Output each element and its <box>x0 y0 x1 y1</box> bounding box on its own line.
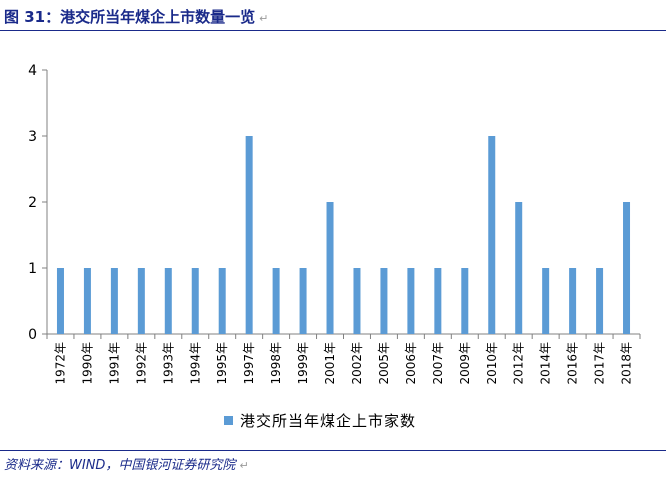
x-tick-label: 2006年 <box>404 342 418 385</box>
x-tick-label: 1972年 <box>53 342 67 385</box>
bar-2016年 <box>569 268 577 334</box>
x-tick-label: 2009年 <box>458 342 472 385</box>
bar-1991年 <box>110 268 118 334</box>
x-tick-label: 2014年 <box>539 342 553 385</box>
figure-title-text: 图 31：港交所当年煤企上市数量一览 <box>4 8 256 26</box>
x-tick-label: 2012年 <box>512 342 526 385</box>
x-tick-label: 1994年 <box>188 342 202 385</box>
x-tick-label: 1993年 <box>161 342 175 385</box>
legend: 港交所当年煤企上市家数 <box>224 412 416 430</box>
legend-label: 港交所当年煤企上市家数 <box>240 412 416 430</box>
x-tick-label: 1998年 <box>269 342 283 385</box>
bar-1993年 <box>164 268 172 334</box>
y-tick-label: 1 <box>28 261 37 277</box>
x-tick-label: 1990年 <box>80 342 94 385</box>
x-tick-label: 1997年 <box>242 342 256 385</box>
bar-2002年 <box>353 268 361 334</box>
bar-2001年 <box>326 202 334 334</box>
source-rule <box>0 450 666 451</box>
bar-1994年 <box>191 268 199 334</box>
bar-2017年 <box>596 268 604 334</box>
y-tick-label: 3 <box>28 129 37 145</box>
x-tick-label: 2007年 <box>431 342 445 385</box>
bar-1972年 <box>56 268 64 334</box>
x-tick-label: 2016年 <box>566 342 580 385</box>
x-tick-label: 2018年 <box>620 342 634 385</box>
legend-swatch <box>224 416 233 425</box>
title-rule <box>0 30 666 31</box>
bar-1995年 <box>218 268 226 334</box>
bar-2009年 <box>461 268 469 334</box>
x-tick-label: 2005年 <box>377 342 391 385</box>
source-note: 资料来源：WIND，中国银河证券研究院 ↵ <box>4 454 249 473</box>
x-tick-label: 2001年 <box>323 342 337 385</box>
bar-1997年 <box>245 136 253 334</box>
y-tick-label: 0 <box>28 327 37 343</box>
x-tick-label: 1992年 <box>134 342 148 385</box>
bar-1992年 <box>137 268 145 334</box>
bar-2005年 <box>380 268 388 334</box>
x-tick-label: 1999年 <box>296 342 310 385</box>
bar-2014年 <box>542 268 550 334</box>
x-tick-label: 2002年 <box>350 342 364 385</box>
bar-1998年 <box>272 268 280 334</box>
bar-1999年 <box>299 268 307 334</box>
paragraph-mark-icon: ↵ <box>259 12 269 25</box>
bar-2012年 <box>515 202 523 334</box>
figure-title: 图 31：港交所当年煤企上市数量一览 ↵ <box>4 6 268 30</box>
x-tick-label: 1991年 <box>107 342 121 385</box>
plot-area: 0 1 2 3 4 1972年 1990年 1991年 1992年 1993年 1994年 1995年… <box>28 63 641 385</box>
paragraph-mark-icon: ↵ <box>239 459 249 472</box>
y-tick-label: 2 <box>28 195 37 211</box>
x-tick-label: 2010年 <box>485 342 499 385</box>
x-tick-label: 2017年 <box>593 342 607 385</box>
source-text: 资料来源：WIND，中国银河证券研究院 <box>4 458 236 473</box>
bar-1990年 <box>83 268 91 334</box>
bar-2018年 <box>623 202 631 334</box>
y-tick-label: 4 <box>28 63 37 79</box>
bar-2010年 <box>488 136 496 334</box>
x-tick-label: 1995年 <box>215 342 229 385</box>
bar-2007年 <box>434 268 442 334</box>
bar-2006年 <box>407 268 415 334</box>
